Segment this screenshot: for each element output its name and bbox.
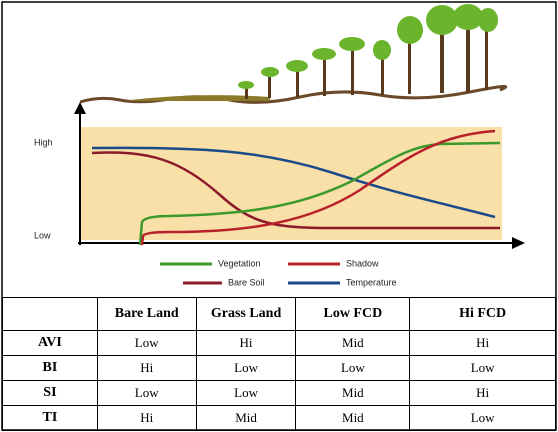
column-header: Hi FCD	[409, 297, 556, 331]
row-header: TI	[2, 405, 98, 431]
cell: Low	[409, 405, 556, 431]
cell: Low	[96, 380, 197, 406]
cell: Hi	[409, 380, 556, 406]
bare-soil-curve	[91, 151, 500, 230]
cell: Low	[195, 380, 297, 406]
legend-label: Bare Soil	[228, 277, 265, 287]
legend-label: Temperature	[346, 277, 397, 287]
cell: Hi	[409, 330, 556, 356]
arrow	[74, 102, 86, 114]
table-row: SI Low Low Mid Hi	[2, 380, 556, 406]
cell: Mid	[295, 405, 411, 431]
legend-label: Vegetation	[218, 258, 261, 268]
table-row: TI Hi Mid Mid Low	[2, 405, 556, 431]
arrow	[512, 237, 525, 249]
axis-high: High	[34, 137, 53, 147]
grass	[130, 95, 270, 101]
cell: Low	[195, 355, 297, 381]
column-header: Grass Land	[195, 297, 297, 331]
cell: Low	[409, 355, 556, 381]
header-row: Bare Land Grass Land Low FCD Hi FCD	[2, 297, 556, 331]
temperature-curve	[91, 146, 496, 219]
table-body: AVI Low Hi Mid Hi BI Hi Low Low Low SI Low Low Mid Hi T…	[2, 330, 556, 431]
column-header: Bare Land	[96, 297, 197, 331]
row-header: SI	[2, 380, 98, 406]
crowns	[238, 4, 498, 89]
corner-cell	[2, 297, 98, 331]
index-table: Bare Land Grass Land Low FCD Hi FCD AVI Low H…	[2, 297, 556, 431]
table-row: AVI Low Hi Mid Hi	[2, 330, 556, 356]
row-header: BI	[2, 355, 98, 381]
ground	[79, 85, 508, 104]
trunks	[245, 25, 488, 99]
axis-low: Low	[34, 230, 51, 240]
cell: Mid	[295, 330, 411, 356]
cell: Hi	[195, 330, 297, 356]
cell: Hi	[96, 355, 197, 381]
cell: Mid	[195, 405, 297, 431]
cell: Hi	[96, 405, 197, 431]
shadow-curve	[140, 129, 496, 246]
legend-label: Shadow	[346, 258, 379, 268]
cell: Low	[295, 355, 411, 381]
cell: Low	[96, 330, 197, 356]
column-header: Low FCD	[295, 297, 411, 331]
table-row: BI Hi Low Low Low	[2, 355, 556, 381]
row-header: AVI	[2, 330, 98, 356]
cell: Mid	[295, 380, 411, 406]
vegetation-curve	[138, 141, 501, 246]
